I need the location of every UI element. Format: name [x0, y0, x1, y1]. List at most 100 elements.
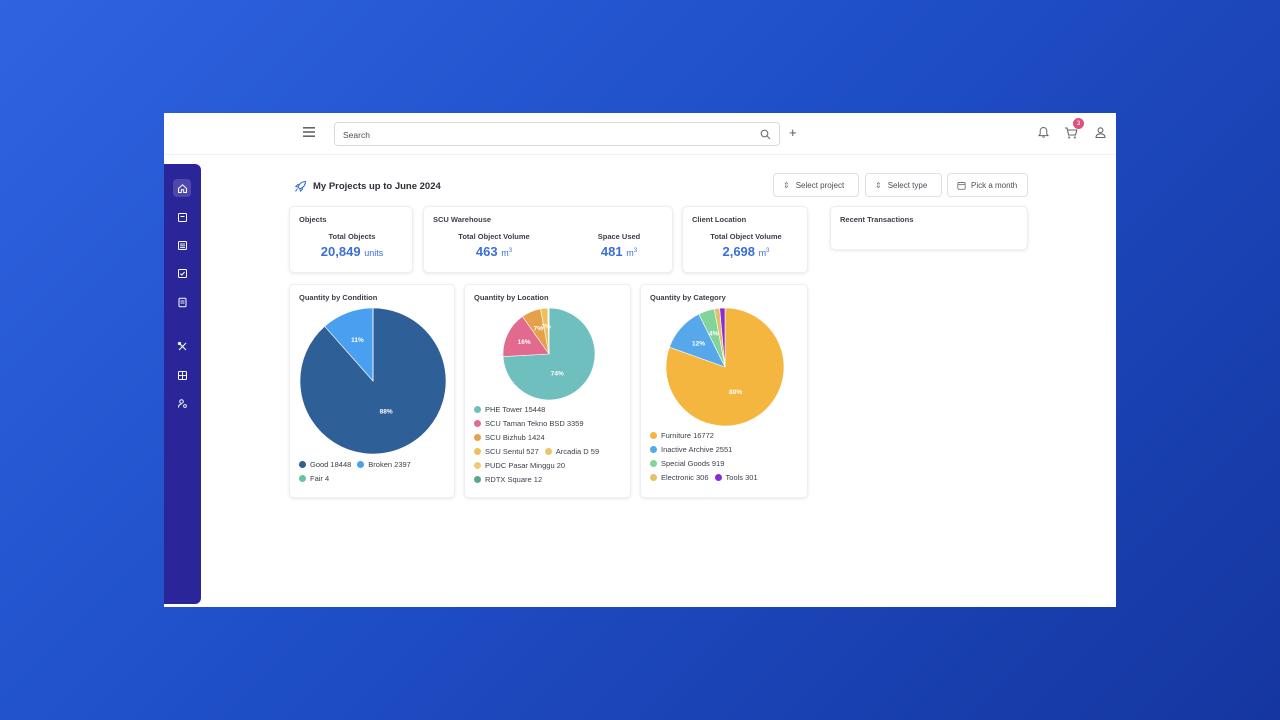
legend-item-phe-tower[interactable]: PHE Tower 15448 — [474, 405, 545, 414]
user-settings-icon — [177, 398, 187, 408]
category-legend: Furniture 16772 Inactive Archive 2551 Sp… — [650, 428, 764, 484]
home-icon — [177, 183, 187, 193]
cart-icon[interactable] — [1064, 126, 1078, 140]
pie-label-special-goods: 4% — [709, 330, 719, 337]
legend-item-fair[interactable]: Fair 4 — [299, 474, 329, 483]
objects-card: Objects Total Objects 20,849 units — [289, 206, 413, 273]
client-volume-number: 2,698 — [722, 244, 756, 259]
total-objects-number: 20,849 — [320, 244, 361, 259]
table-icon — [177, 370, 187, 380]
sidebar-box-icon[interactable] — [173, 208, 191, 226]
legend-item-special-goods[interactable]: Special Goods 919 — [650, 459, 724, 468]
app-window: + 3 — [164, 113, 1116, 607]
pie-label-phe-tower: 74% — [551, 370, 564, 377]
add-button[interactable]: + — [789, 125, 797, 140]
pie-slice-scu-taman-tekno-bsd[interactable] — [502, 316, 550, 357]
legend-item-broken[interactable]: Broken 2397 — [357, 460, 411, 469]
legend-label: Special Goods 919 — [661, 458, 725, 468]
legend-label: PUDC Pasar Minggu 20 — [485, 460, 566, 470]
select-type-label: Select type — [887, 180, 928, 190]
warehouse-card-title: SCU Warehouse — [433, 215, 492, 224]
legend-item-arcadia-d[interactable]: Arcadia D 59 — [544, 446, 600, 456]
legend-dot — [544, 447, 552, 455]
space-used-label: Space Used — [597, 232, 641, 241]
space-used-unit: m3 — [626, 248, 637, 258]
legend-item-pudc-pasar-minggu[interactable]: PUDC Pasar Minggu 20 — [474, 461, 565, 470]
client-volume-unit-base: m — [758, 248, 767, 258]
search-icon[interactable] — [760, 129, 771, 140]
sidebar — [164, 164, 201, 604]
sidebar-table-icon[interactable] — [173, 366, 191, 384]
location-legend: PHE Tower 15448 SCU Taman Tekno BSD 3359… — [474, 402, 605, 486]
pie-label-furniture: 80% — [729, 389, 742, 396]
sidebar-checklist-icon[interactable] — [173, 264, 191, 282]
legend-dot — [714, 473, 722, 481]
legend-dot — [650, 431, 657, 439]
client-volume-unit-sup: 3 — [766, 248, 770, 254]
sidebar-list-icon[interactable] — [173, 236, 191, 254]
legend-label: SCU Taman Tekno BSD 3359 — [485, 418, 584, 428]
location-pie-chart: 74% 16%7%3% — [502, 307, 596, 401]
top-bar: + 3 — [164, 113, 1116, 155]
total-objects-metric: Total Objects 20,849 units — [290, 232, 414, 259]
page-title: My Projects up to June 2024 — [313, 180, 441, 192]
legend-label: Fair 4 — [310, 473, 330, 483]
hamburger-menu-icon[interactable] — [302, 125, 316, 139]
sidebar-home-icon[interactable] — [173, 179, 191, 197]
client-volume-label: Total Object Volume — [710, 232, 782, 241]
legend-label: Tools 301 — [725, 472, 758, 482]
report-icon — [178, 297, 186, 307]
pick-month-label: Pick a month — [971, 180, 1018, 190]
legend-item-inactive-archive[interactable]: Inactive Archive 2551 — [650, 445, 732, 454]
select-project-button[interactable]: ⇕ Select project — [773, 173, 859, 197]
total-objects-value: 20,849 units — [290, 244, 414, 259]
client-volume-unit: m3 — [759, 248, 770, 258]
search-box[interactable] — [334, 122, 780, 146]
pie-label-scu-sentul: 3% — [541, 324, 551, 331]
search-input[interactable] — [343, 126, 743, 143]
objects-card-title: Objects — [299, 215, 327, 224]
legend-label: Electronic 306 — [661, 472, 709, 482]
box-icon — [177, 212, 187, 222]
legend-label: Arcadia D 59 — [555, 446, 600, 456]
list-icon — [177, 240, 187, 250]
category-chart-title: Quantity by Category — [650, 293, 726, 302]
select-type-button[interactable]: ⇕ Select type — [865, 173, 942, 197]
pie-slice-tools[interactable] — [719, 307, 726, 368]
client-location-card: Client Location Total Object Volume 2,69… — [682, 206, 808, 273]
space-used-value: 481 m3 — [574, 244, 664, 259]
pick-month-button[interactable]: Pick a month — [947, 173, 1028, 197]
bell-icon[interactable] — [1037, 126, 1050, 139]
legend-item-electronic[interactable]: Electronic 306 — [650, 473, 709, 482]
pie-slice-furniture[interactable] — [665, 307, 785, 427]
space-used-metric: Space Used 481 m3 — [574, 232, 664, 259]
legend-item-good[interactable]: Good 18448 — [299, 460, 351, 469]
legend-item-rdtx-square[interactable]: RDTX Square 12 — [474, 475, 542, 484]
legend-dot — [299, 474, 306, 482]
legend-dot — [474, 475, 481, 483]
legend-item-furniture[interactable]: Furniture 16772 — [650, 431, 714, 440]
location-chart-title: Quantity by Location — [474, 293, 549, 302]
checklist-icon — [177, 268, 187, 278]
pie-label-broken: 11% — [351, 337, 364, 344]
legend-dot — [474, 419, 481, 427]
legend-dot — [650, 473, 657, 481]
location-chart-card: Quantity by Location 74% 16% 7% 3% PHE Towe… — [464, 284, 631, 498]
legend-label: Broken 2397 — [368, 459, 411, 469]
cart-badge: 3 — [1073, 118, 1084, 129]
legend-dot — [357, 460, 365, 468]
warehouse-volume-number: 463 — [475, 244, 498, 259]
legend-item-scu-bizhub[interactable]: SCU Bizhub 1424 — [474, 433, 545, 442]
legend-dot — [299, 460, 306, 468]
sort-arrows-icon: ⇕ — [783, 180, 790, 190]
warehouse-volume-unit-base: m — [501, 248, 509, 258]
sidebar-tools-icon[interactable] — [173, 337, 191, 355]
user-icon[interactable] — [1094, 126, 1107, 139]
recent-transactions-title: Recent Transactions — [840, 215, 914, 224]
sidebar-report-icon[interactable] — [173, 293, 191, 311]
sidebar-user-settings-icon[interactable] — [173, 394, 191, 412]
legend-item-scu-sentul[interactable]: SCU Sentul 527 — [474, 447, 539, 456]
legend-item-tools[interactable]: Tools 301 — [714, 472, 758, 482]
legend-item-scu-taman-tekno[interactable]: SCU Taman Tekno BSD 3359 — [474, 419, 584, 428]
client-volume-value: 2,698 m3 — [683, 244, 809, 259]
